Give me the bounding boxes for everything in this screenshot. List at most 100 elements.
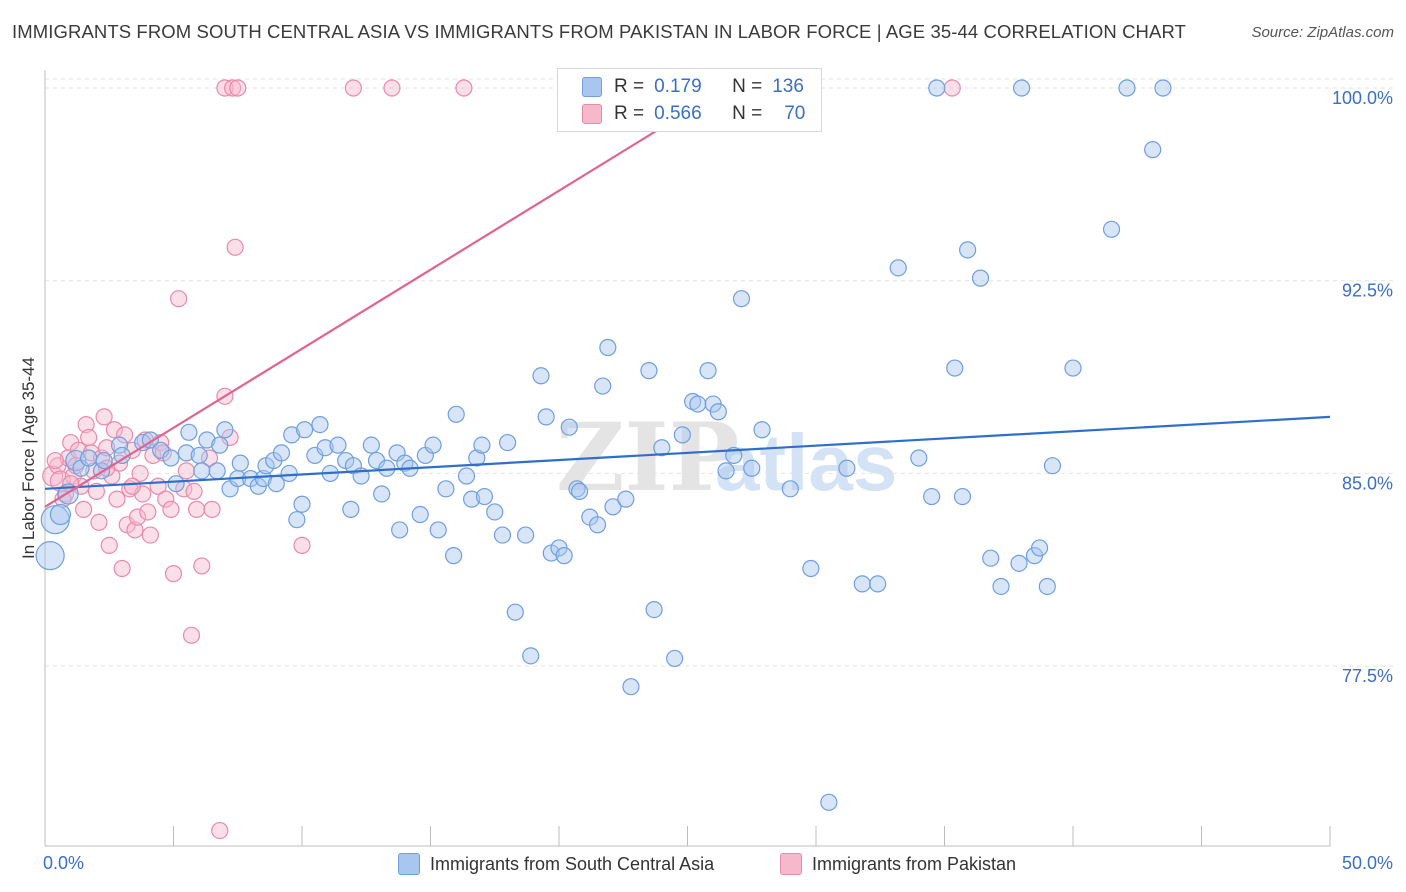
pakistan-point: [141, 526, 159, 544]
south-central-asia-point: [645, 601, 663, 619]
south-central-asia-point: [604, 498, 622, 516]
south-central-asia-point: [709, 403, 727, 421]
blue-n-value: 136: [772, 76, 804, 97]
south-central-asia-point: [588, 516, 607, 534]
south-central-asia-point: [753, 421, 771, 439]
pakistan-point: [108, 490, 126, 508]
south-central-asia-point: [946, 359, 964, 377]
pakistan-point: [90, 513, 108, 531]
south-central-asia-point: [673, 426, 691, 444]
pakistan-point: [211, 821, 229, 840]
pakistan-point: [157, 490, 175, 508]
pakistan-point: [100, 536, 118, 554]
x-tick-label: 0.0%: [43, 853, 84, 873]
legend-blue-swatch: [398, 853, 420, 875]
south-central-asia-point: [732, 290, 751, 308]
south-central-asia-point: [49, 503, 72, 526]
south-central-asia-point: [396, 454, 414, 472]
stats-legend: R = 0.179 N = 136 R = 0.566 N = 70: [557, 68, 822, 132]
south-central-asia-point: [110, 436, 129, 454]
south-central-asia-point: [362, 436, 380, 454]
south-central-asia-point: [424, 436, 442, 454]
south-central-asia-point: [982, 549, 1000, 567]
south-central-asia-point: [267, 475, 285, 493]
pakistan-point: [943, 79, 961, 97]
south-central-asia-point: [560, 418, 578, 436]
pakistan-point: [105, 421, 123, 439]
south-central-asia-point: [391, 521, 409, 539]
y-tick-label: 77.5%: [1342, 666, 1393, 686]
pakistan-point: [131, 464, 149, 483]
pakistan-point: [116, 426, 134, 444]
south-central-asia-point: [311, 415, 329, 434]
south-central-asia-point: [953, 487, 972, 506]
south-central-asia-point: [180, 423, 198, 441]
bottom-legend-pink: Immigrants from Pakistan: [780, 851, 1016, 877]
south-central-asia-point: [959, 241, 977, 259]
pakistan-point: [123, 477, 141, 495]
south-central-asia-point: [216, 421, 234, 439]
bottom-legend-blue: Immigrants from South Central Asia: [398, 851, 714, 877]
south-central-asia-point: [499, 433, 517, 452]
south-central-asia-point: [1154, 79, 1172, 97]
south-central-asia-point: [457, 467, 476, 485]
south-central-asia-point: [193, 462, 211, 480]
south-central-asia-point: [373, 485, 391, 503]
stats-legend-row-pink: R = 0.566 N = 70: [582, 102, 805, 126]
series-south-central-asia: [35, 79, 1172, 811]
south-central-asia-point: [1118, 79, 1136, 97]
pakistan-point: [229, 79, 247, 97]
blue-swatch: [582, 77, 602, 97]
south-central-asia-point: [475, 487, 494, 506]
south-central-asia-point: [283, 426, 301, 444]
south-central-asia-point: [35, 541, 65, 571]
pakistan-point: [455, 79, 473, 97]
south-central-asia-point: [411, 505, 429, 524]
south-central-asia-point: [568, 480, 586, 498]
south-central-asia-point: [208, 462, 226, 480]
pakistan-point: [139, 503, 157, 521]
south-central-asia-point: [532, 367, 550, 385]
south-central-asia-point: [666, 649, 684, 668]
pakistan-point: [193, 557, 211, 575]
pink-swatch: [582, 104, 602, 124]
blue-r-value: 0.179: [654, 76, 702, 97]
y-tick-label: 85.0%: [1342, 473, 1393, 493]
south-central-asia-point: [429, 521, 447, 539]
y-tick-label: 92.5%: [1342, 281, 1393, 301]
south-central-asia-point: [1144, 141, 1162, 159]
south-central-asia-point: [231, 454, 249, 472]
legend-blue-label: Immigrants from South Central Asia: [430, 853, 715, 874]
south-central-asia-point: [802, 559, 820, 578]
chart-source: Source: ZipAtlas.com: [1251, 24, 1394, 41]
pakistan-point: [126, 521, 144, 539]
pakistan-point: [185, 482, 203, 501]
pakistan-point: [80, 428, 98, 447]
pakistan-point: [54, 490, 72, 508]
south-central-asia-point: [889, 259, 907, 277]
chart-title: IMMIGRANTS FROM SOUTH CENTRAL ASIA VS IM…: [12, 21, 1186, 42]
south-central-asia-point: [342, 500, 360, 518]
pakistan-point: [95, 408, 113, 426]
south-central-asia-point: [1102, 220, 1121, 238]
south-central-asia-point: [293, 495, 311, 513]
south-central-asia-point: [468, 449, 486, 467]
n-label: N =: [732, 103, 763, 124]
south-central-asia-point: [971, 269, 990, 287]
pakistan-point: [164, 565, 183, 583]
south-central-asia-point: [211, 436, 229, 454]
n-label: N =: [732, 76, 763, 97]
pakistan-point: [77, 415, 95, 434]
south-central-asia-point: [743, 459, 761, 477]
south-central-asia-point: [516, 526, 535, 544]
south-central-asia-point: [653, 439, 671, 457]
south-central-asia-point: [689, 395, 707, 413]
south-central-asia-point: [699, 362, 717, 380]
south-central-asia-point: [447, 405, 465, 423]
south-central-asia-point: [1010, 554, 1028, 572]
south-central-asia-point: [254, 469, 273, 488]
south-central-asia-point: [167, 475, 185, 493]
south-central-asia-point: [1064, 359, 1082, 377]
south-central-asia-point: [923, 487, 941, 506]
